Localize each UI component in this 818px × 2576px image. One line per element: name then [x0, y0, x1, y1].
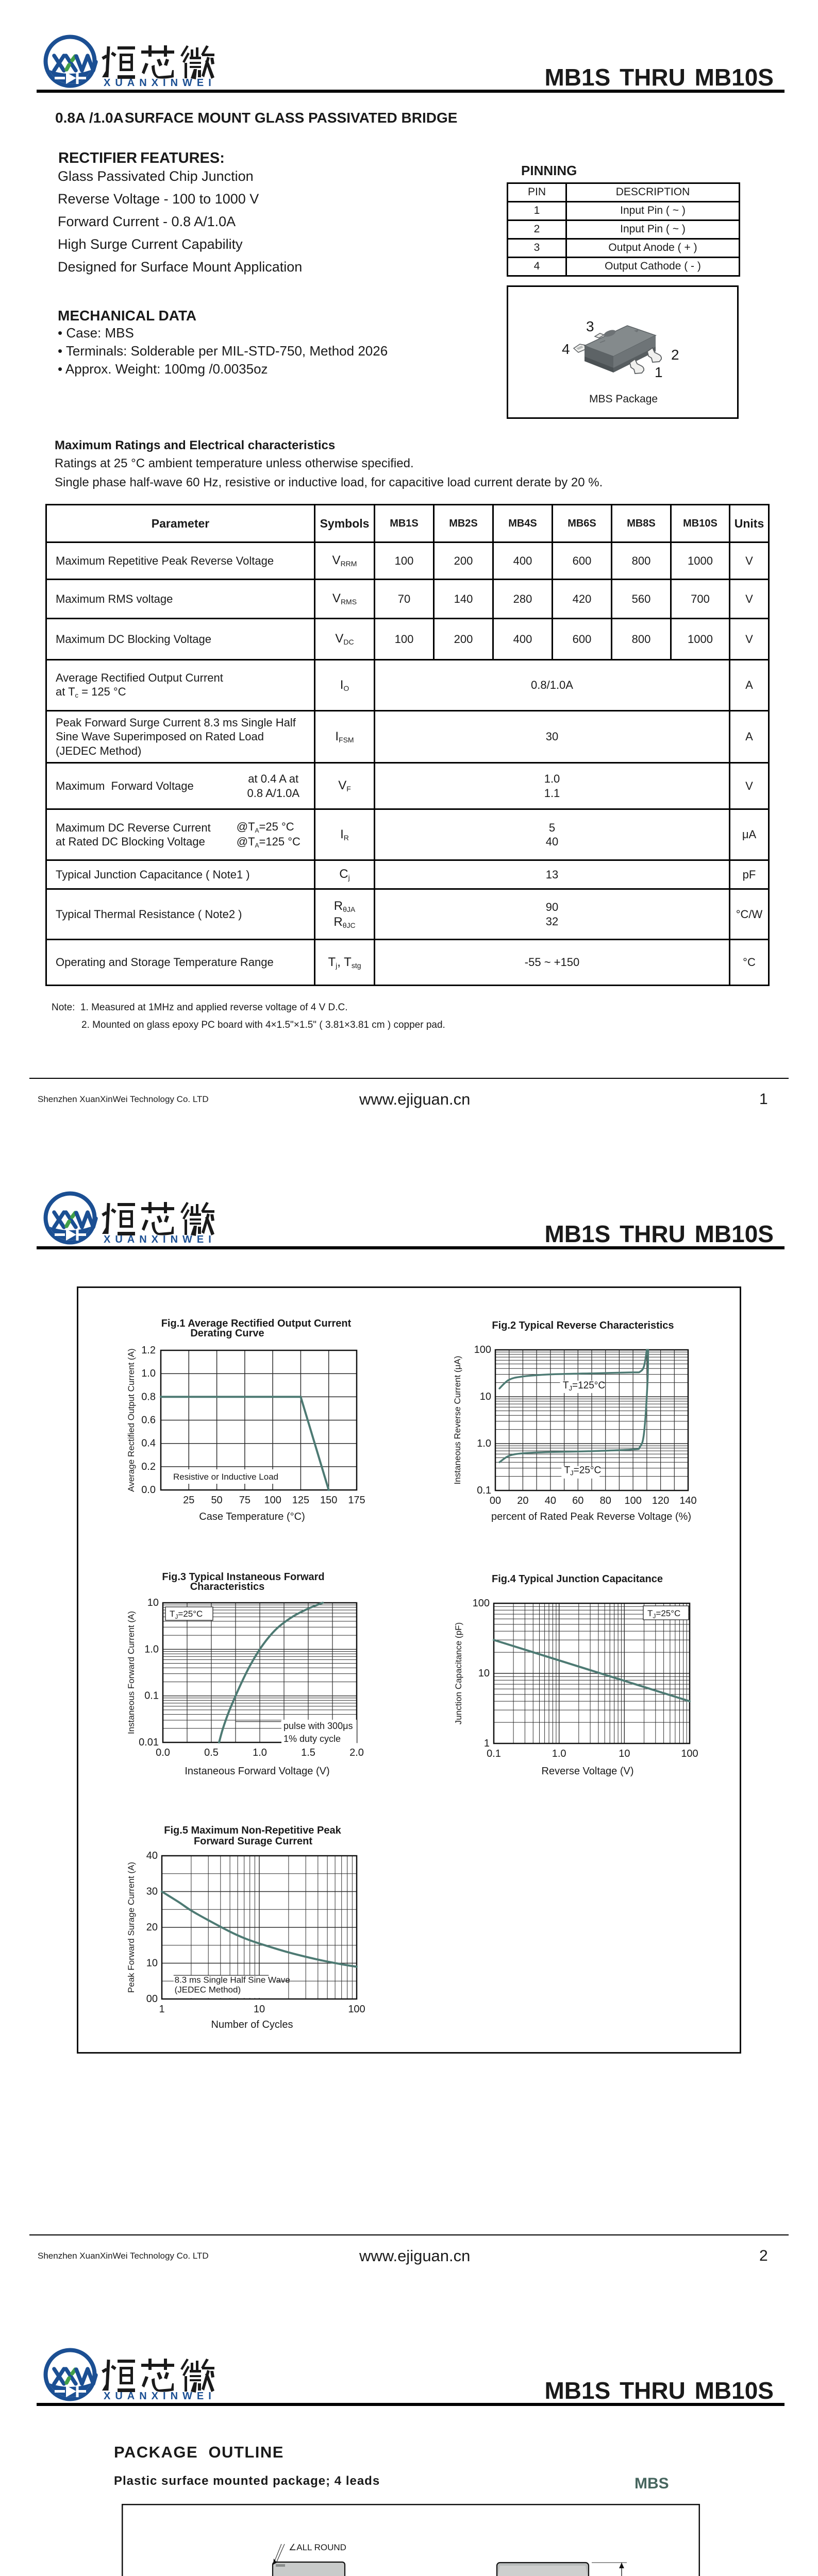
svg-text:Average Rectified Output Curre: Average Rectified Output Current (A)	[126, 1348, 136, 1492]
svg-text:10: 10	[254, 2004, 265, 2015]
svg-text:50: 50	[211, 1495, 222, 1506]
svg-text:XUANXINWEI: XUANXINWEI	[104, 77, 216, 89]
svg-text:1: 1	[484, 1738, 490, 1749]
svg-text:4: 4	[562, 341, 570, 357]
svg-text:100: 100	[474, 1344, 491, 1355]
svg-text:0.1: 0.1	[144, 1690, 159, 1702]
svg-text:8.3 ms Single Half Sine Wave: 8.3 ms Single Half Sine Wave	[175, 1975, 290, 1985]
svg-text:1.0: 1.0	[253, 1747, 267, 1758]
svg-text:150: 150	[320, 1495, 337, 1506]
svg-text:TJ=25°C: TJ=25°C	[647, 1608, 680, 1620]
svg-text:pulse with 300μs: pulse with 300μs	[283, 1721, 353, 1731]
svg-text:Fig.5 Maximum Non-Repetitive: Fig.5 Maximum Non-Repetitive Peak	[164, 1825, 341, 1836]
svg-text:(JEDEC Method): (JEDEC Method)	[175, 1985, 241, 1994]
svg-text:TJ=25°C: TJ=25°C	[564, 1465, 602, 1477]
svg-text:100: 100	[473, 1598, 490, 1609]
svg-text:00: 00	[146, 1993, 158, 2005]
svg-text:120: 120	[652, 1495, 669, 1506]
svg-text:100: 100	[348, 2004, 365, 2015]
svg-text:00: 00	[490, 1495, 501, 1506]
svg-text:0.2: 0.2	[141, 1461, 156, 1472]
svg-text:2.0: 2.0	[349, 1747, 364, 1758]
svg-text:40: 40	[146, 1850, 158, 1861]
svg-text:10: 10	[147, 1597, 159, 1608]
svg-text:Resistive or Inductive Load: Resistive or Inductive Load	[173, 1472, 278, 1482]
svg-text:1.0: 1.0	[144, 1643, 159, 1655]
svg-text:XUANXINWEI: XUANXINWEI	[104, 2391, 216, 2402]
svg-text:100: 100	[624, 1495, 641, 1506]
svg-text:1.2: 1.2	[141, 1345, 156, 1356]
svg-text:Fig.3 Typical Instaneous Forw: Fig.3 Typical Instaneous Forward	[162, 1571, 324, 1583]
svg-text:TJ=25°C: TJ=25°C	[170, 1609, 203, 1620]
svg-text:Instaneous Reverse Current (μA: Instaneous Reverse Current (μA)	[453, 1356, 462, 1485]
svg-text:1: 1	[159, 2004, 164, 2015]
svg-text:1: 1	[655, 364, 663, 380]
svg-text:20: 20	[517, 1495, 528, 1506]
svg-text:0.8: 0.8	[141, 1391, 156, 1402]
svg-text:2: 2	[671, 347, 679, 363]
svg-text:75: 75	[239, 1495, 251, 1506]
svg-text:Junction Capacitance (pF): Junction Capacitance (pF)	[454, 1622, 463, 1724]
svg-text:Case Temperature (°C): Case Temperature (°C)	[199, 1511, 305, 1522]
svg-text:0.5: 0.5	[204, 1747, 219, 1758]
svg-text:Forward Surage Current: Forward Surage Current	[194, 1836, 312, 1847]
svg-text:100: 100	[264, 1495, 281, 1506]
svg-text:1% duty cycle: 1% duty cycle	[283, 1734, 341, 1744]
svg-text:10: 10	[480, 1391, 491, 1402]
svg-text:0.4: 0.4	[141, 1438, 156, 1449]
svg-text:Reverse Voltage (V): Reverse Voltage (V)	[542, 1766, 634, 1777]
svg-text:20: 20	[146, 1922, 158, 1933]
svg-text:1.5: 1.5	[301, 1747, 315, 1758]
svg-text:Characteristics: Characteristics	[190, 1581, 265, 1592]
svg-text:0.0: 0.0	[141, 1484, 156, 1496]
svg-text:TJ=125°C: TJ=125°C	[563, 1380, 605, 1392]
svg-text:Instaneous Forward Current (A): Instaneous Forward Current (A)	[126, 1611, 136, 1734]
svg-text:60: 60	[572, 1495, 583, 1506]
svg-text:80: 80	[600, 1495, 611, 1506]
svg-text:Number of Cycles: Number of Cycles	[211, 2019, 293, 2030]
svg-text:40: 40	[545, 1495, 556, 1506]
svg-text:Instaneous Forward Voltage (V): Instaneous Forward Voltage (V)	[185, 1766, 329, 1777]
svg-text:Peak Forward Surage Current (A: Peak Forward Surage Current (A)	[126, 1862, 136, 1993]
svg-text:0.1: 0.1	[477, 1485, 491, 1496]
svg-text:0.0: 0.0	[156, 1747, 170, 1758]
svg-text:100: 100	[681, 1748, 698, 1759]
svg-text:175: 175	[348, 1495, 365, 1506]
svg-text:25: 25	[183, 1495, 194, 1506]
svg-text:10: 10	[619, 1748, 630, 1759]
svg-text:0.6: 0.6	[141, 1415, 156, 1426]
svg-text:1.0: 1.0	[141, 1368, 156, 1379]
svg-text:140: 140	[679, 1495, 696, 1506]
svg-text:0.1: 0.1	[487, 1748, 501, 1759]
svg-text:10: 10	[478, 1668, 490, 1679]
svg-text:3: 3	[586, 318, 594, 334]
svg-text:0.01: 0.01	[139, 1737, 159, 1748]
svg-text:Fig.4 Typical Junction Capaci: Fig.4 Typical Junction Capacitance	[492, 1573, 663, 1585]
svg-text:1.0: 1.0	[552, 1748, 566, 1759]
svg-text:XUANXINWEI: XUANXINWEI	[104, 1234, 216, 1245]
svg-text:Derating Curve: Derating Curve	[190, 1328, 264, 1339]
svg-text:Fig.2 Typical Reverse Charact: Fig.2 Typical Reverse Characteristics	[492, 1320, 674, 1331]
svg-text:percent of Rated Peak Reverse: percent of Rated Peak Reverse Voltage (%…	[491, 1511, 691, 1522]
svg-text:125: 125	[292, 1495, 309, 1506]
svg-text:∠ALL ROUND: ∠ALL ROUND	[289, 2543, 346, 2552]
svg-text:1.0: 1.0	[477, 1438, 491, 1449]
svg-text:Fig.1 Average Rectified Outpu: Fig.1 Average Rectified Output Current	[161, 1318, 352, 1329]
svg-text:30: 30	[146, 1886, 158, 1897]
svg-text:10: 10	[146, 1958, 158, 1969]
